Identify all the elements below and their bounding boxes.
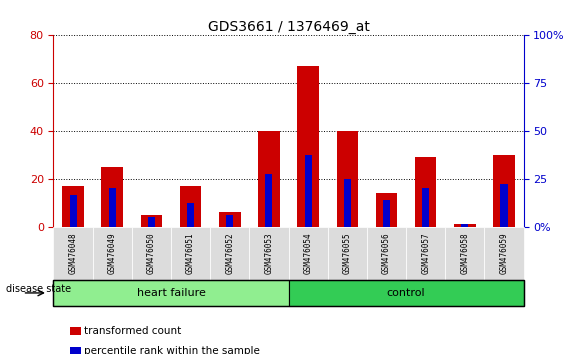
- Bar: [501, 183, 507, 227]
- Text: control: control: [387, 288, 426, 298]
- Bar: [70, 195, 77, 227]
- Text: disease state: disease state: [6, 284, 71, 295]
- Text: GSM476059: GSM476059: [499, 232, 508, 274]
- Bar: [226, 215, 233, 227]
- Bar: [376, 193, 397, 227]
- Text: GSM476052: GSM476052: [225, 232, 234, 274]
- Text: GSM476054: GSM476054: [303, 232, 312, 274]
- Bar: [337, 131, 358, 227]
- Text: GSM476055: GSM476055: [343, 232, 352, 274]
- Bar: [62, 186, 84, 227]
- Text: GSM476053: GSM476053: [265, 232, 274, 274]
- Bar: [493, 155, 515, 227]
- Bar: [344, 179, 351, 227]
- Text: GSM476056: GSM476056: [382, 232, 391, 274]
- Text: GSM476050: GSM476050: [147, 232, 156, 274]
- Bar: [258, 131, 280, 227]
- Bar: [141, 215, 162, 227]
- Bar: [305, 155, 312, 227]
- Title: GDS3661 / 1376469_at: GDS3661 / 1376469_at: [208, 21, 369, 34]
- Bar: [415, 157, 436, 227]
- Bar: [297, 67, 319, 227]
- Bar: [101, 167, 123, 227]
- Bar: [219, 212, 240, 227]
- Text: GSM476049: GSM476049: [108, 232, 117, 274]
- Bar: [422, 188, 429, 227]
- Text: percentile rank within the sample: percentile rank within the sample: [84, 346, 260, 354]
- Bar: [454, 224, 476, 227]
- Text: GSM476057: GSM476057: [421, 232, 430, 274]
- Text: GSM476051: GSM476051: [186, 232, 195, 274]
- Bar: [180, 186, 202, 227]
- Bar: [461, 224, 468, 227]
- Bar: [265, 174, 272, 227]
- Bar: [148, 217, 155, 227]
- Bar: [383, 200, 390, 227]
- Text: heart failure: heart failure: [137, 288, 205, 298]
- Bar: [187, 202, 194, 227]
- Text: transformed count: transformed count: [84, 326, 182, 336]
- Bar: [109, 188, 116, 227]
- Text: GSM476058: GSM476058: [461, 232, 470, 274]
- Text: GSM476048: GSM476048: [69, 232, 78, 274]
